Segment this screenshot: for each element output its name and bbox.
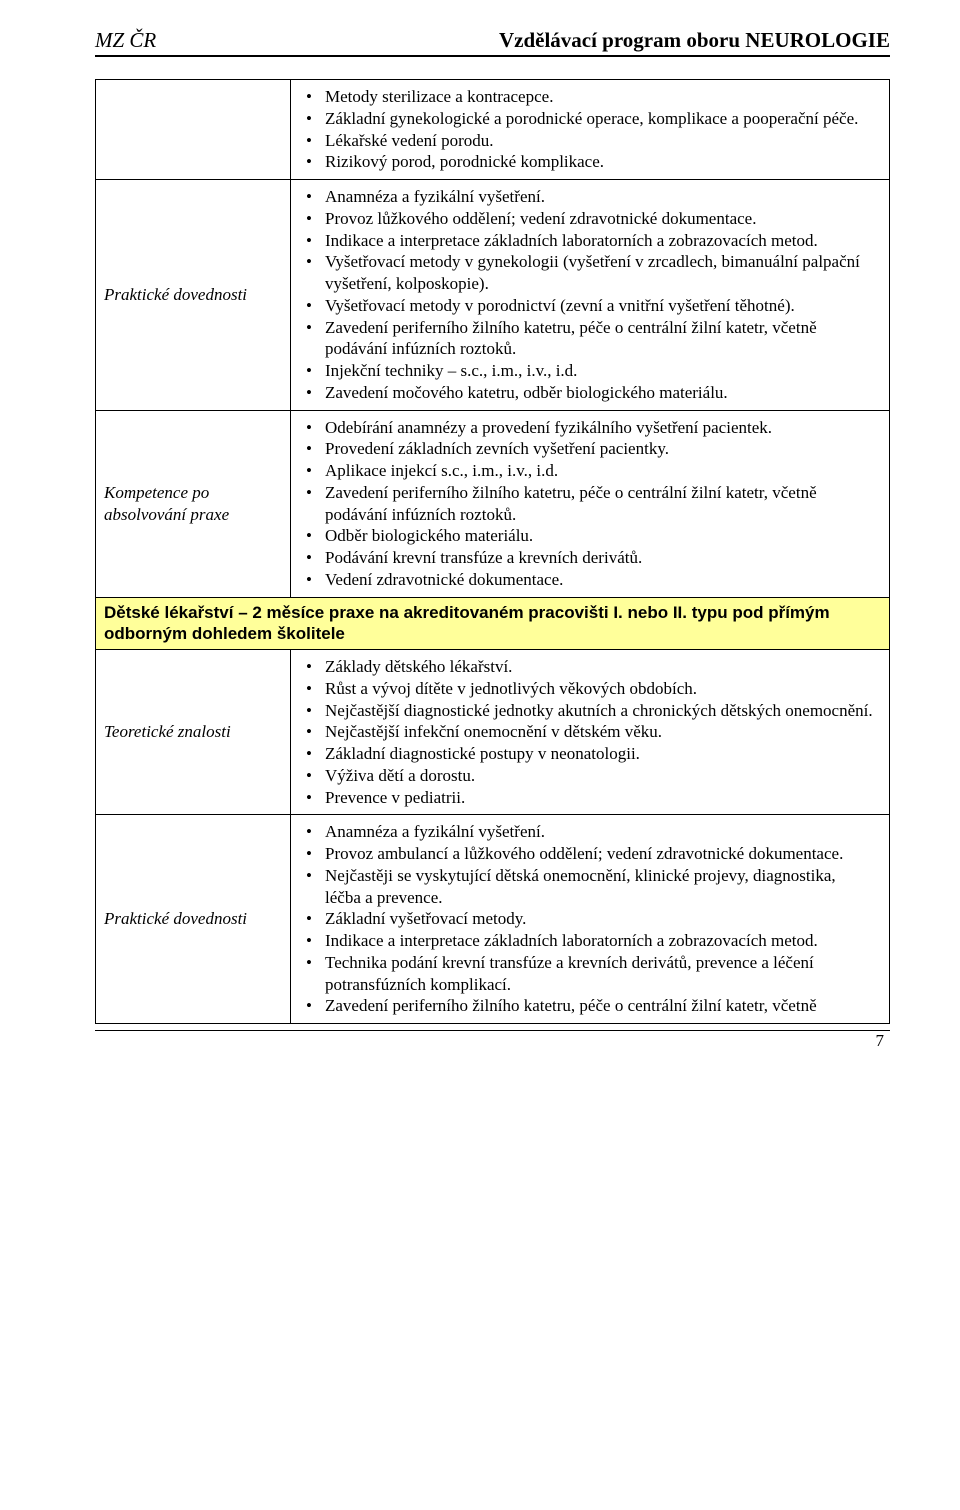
- list-item: Aplikace injekcí s.c., i.m., i.v., i.d.: [321, 460, 875, 482]
- curriculum-table: Metody sterilizace a kontracepce. Základ…: [95, 79, 890, 1024]
- list-item: Anamnéza a fyzikální vyšetření.: [321, 186, 875, 208]
- table-row: Metody sterilizace a kontracepce. Základ…: [96, 80, 890, 180]
- list-item: Injekční techniky – s.c., i.m., i.v., i.…: [321, 360, 875, 382]
- list-item: Zavedení močového katetru, odběr biologi…: [321, 382, 875, 404]
- table-row: Teoretické znalosti Základy dětského lék…: [96, 650, 890, 815]
- section-header: Dětské lékařství – 2 měsíce praxe na akr…: [96, 597, 890, 650]
- list-item: Vedení zdravotnické dokumentace.: [321, 569, 875, 591]
- table-row: Praktické dovednosti Anamnéza a fyzikáln…: [96, 815, 890, 1024]
- page-container: MZ ČR Vzdělávací program oboru NEUROLOGI…: [0, 0, 960, 1071]
- list-item: Zavedení periferního žilního katetru, pé…: [321, 317, 875, 361]
- list-item: Provedení základních zevních vyšetření p…: [321, 438, 875, 460]
- bullet-list: Odebírání anamnézy a provedení fyzikální…: [299, 417, 881, 591]
- list-item: Nejčastější infekční onemocnění v dětské…: [321, 721, 875, 743]
- list-item: Odebírání anamnézy a provedení fyzikální…: [321, 417, 875, 439]
- list-item: Nejčastěji se vyskytující dětská onemocn…: [321, 865, 875, 909]
- section-header-row: Dětské lékařství – 2 měsíce praxe na akr…: [96, 597, 890, 650]
- list-item: Odběr biologického materiálu.: [321, 525, 875, 547]
- bullet-list: Metody sterilizace a kontracepce. Základ…: [299, 86, 881, 173]
- row-content: Anamnéza a fyzikální vyšetření. Provoz a…: [291, 815, 890, 1024]
- list-item: Zavedení periferního žilního katetru, pé…: [321, 482, 875, 526]
- table-row: Kompetence po absolvování praxe Odebírán…: [96, 410, 890, 597]
- row-label: [96, 80, 291, 180]
- list-item: Základy dětského lékařství.: [321, 656, 875, 678]
- list-item: Podávání krevní transfúze a krevních der…: [321, 547, 875, 569]
- row-content: Metody sterilizace a kontracepce. Základ…: [291, 80, 890, 180]
- list-item: Technika podání krevní transfúze a krevn…: [321, 952, 875, 996]
- bullet-list: Základy dětského lékařství. Růst a vývoj…: [299, 656, 881, 808]
- list-item: Vyšetřovací metody v gynekologii (vyšetř…: [321, 251, 875, 295]
- row-content: Anamnéza a fyzikální vyšetření. Provoz l…: [291, 180, 890, 411]
- list-item: Vyšetřovací metody v porodnictví (zevní …: [321, 295, 875, 317]
- list-item: Růst a vývoj dítěte v jednotlivých věkov…: [321, 678, 875, 700]
- list-item: Indikace a interpretace základních labor…: [321, 930, 875, 952]
- list-item: Prevence v pediatrii.: [321, 787, 875, 809]
- list-item: Anamnéza a fyzikální vyšetření.: [321, 821, 875, 843]
- list-item: Nejčastější diagnostické jednotky akutní…: [321, 700, 875, 722]
- list-item: Metody sterilizace a kontracepce.: [321, 86, 875, 108]
- header-right: Vzdělávací program oboru NEUROLOGIE: [499, 28, 890, 53]
- page-number: 7: [95, 1030, 890, 1051]
- bullet-list: Anamnéza a fyzikální vyšetření. Provoz a…: [299, 821, 881, 1017]
- row-content: Základy dětského lékařství. Růst a vývoj…: [291, 650, 890, 815]
- list-item: Základní gynekologické a porodnické oper…: [321, 108, 875, 130]
- row-label: Teoretické znalosti: [96, 650, 291, 815]
- page-header: MZ ČR Vzdělávací program oboru NEUROLOGI…: [95, 28, 890, 57]
- table-row: Praktické dovednosti Anamnéza a fyzikáln…: [96, 180, 890, 411]
- list-item: Rizikový porod, porodnické komplikace.: [321, 151, 875, 173]
- list-item: Provoz ambulancí a lůžkového oddělení; v…: [321, 843, 875, 865]
- list-item: Základní vyšetřovací metody.: [321, 908, 875, 930]
- row-label: Praktické dovednosti: [96, 180, 291, 411]
- list-item: Provoz lůžkového oddělení; vedení zdravo…: [321, 208, 875, 230]
- row-label: Kompetence po absolvování praxe: [96, 410, 291, 597]
- list-item: Základní diagnostické postupy v neonatol…: [321, 743, 875, 765]
- list-item: Indikace a interpretace základních labor…: [321, 230, 875, 252]
- header-left: MZ ČR: [95, 28, 156, 53]
- list-item: Výživa dětí a dorostu.: [321, 765, 875, 787]
- bullet-list: Anamnéza a fyzikální vyšetření. Provoz l…: [299, 186, 881, 404]
- list-item: Zavedení periferního žilního katetru, pé…: [321, 995, 875, 1017]
- row-content: Odebírání anamnézy a provedení fyzikální…: [291, 410, 890, 597]
- list-item: Lékařské vedení porodu.: [321, 130, 875, 152]
- row-label: Praktické dovednosti: [96, 815, 291, 1024]
